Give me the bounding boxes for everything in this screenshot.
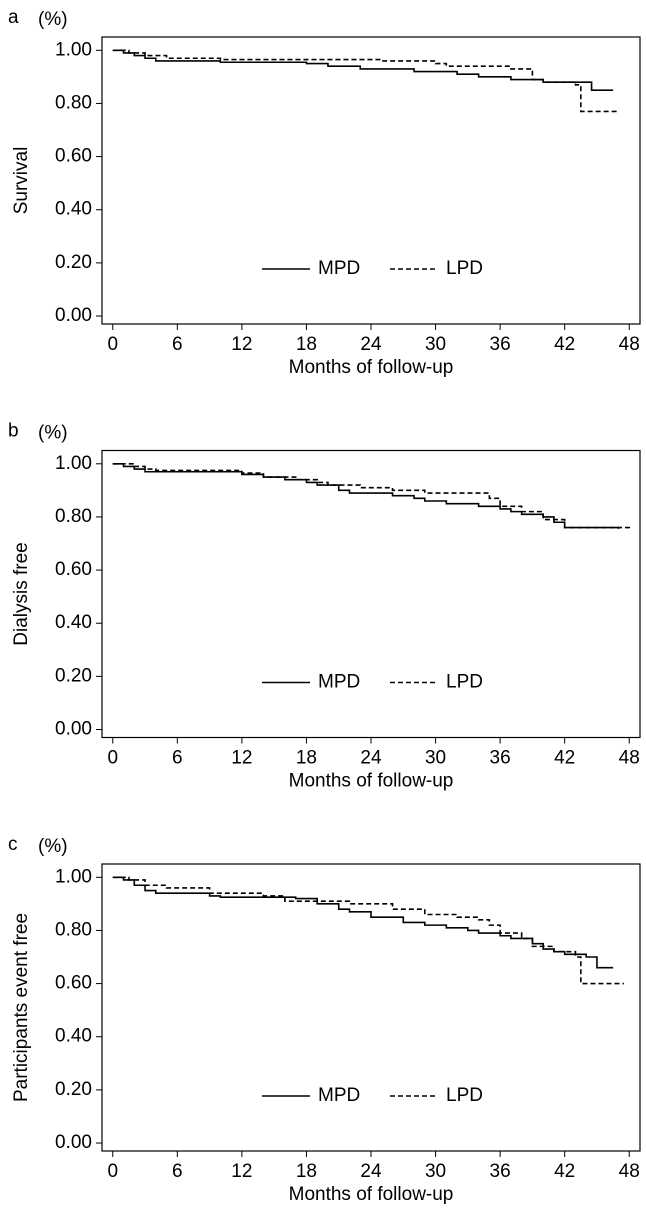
y-tick-label: 0.60 <box>55 559 92 580</box>
x-tick-label: 30 <box>425 748 446 769</box>
y-unit: (%) <box>38 836 68 857</box>
x-tick-label: 18 <box>296 334 317 355</box>
legend-label: MPD <box>318 672 360 693</box>
panel-label: b <box>8 421 19 442</box>
legend-label: LPD <box>446 1085 483 1106</box>
x-tick-label: 12 <box>231 334 252 355</box>
survival-curve <box>112 462 620 529</box>
y-tick-label: 0.40 <box>55 1026 92 1047</box>
x-tick-label: 48 <box>619 748 640 769</box>
x-tick-label: 42 <box>554 748 575 769</box>
x-tick-label: 0 <box>107 334 118 355</box>
x-tick-label: 30 <box>425 1161 446 1182</box>
legend-label: MPD <box>318 258 360 279</box>
y-axis-title: Dialysis free <box>11 542 32 645</box>
x-axis-title: Months of follow-up <box>289 771 454 792</box>
x-tick-label: 18 <box>296 1161 317 1182</box>
y-tick-label: 0.00 <box>55 305 92 326</box>
x-tick-label: 6 <box>172 748 183 769</box>
y-axis-title: Survival <box>11 147 32 215</box>
x-tick-label: 24 <box>360 748 382 769</box>
y-tick-label: 0.00 <box>55 1132 92 1153</box>
y-tick-label: 0.80 <box>55 92 92 113</box>
y-tick-label: 1.00 <box>55 866 92 887</box>
legend-label: MPD <box>318 1085 360 1106</box>
y-unit: (%) <box>38 9 68 30</box>
panel-label: a <box>8 7 19 28</box>
x-axis-title: Months of follow-up <box>289 1184 454 1205</box>
x-tick-label: 24 <box>360 334 382 355</box>
survival-curve <box>112 462 631 529</box>
y-tick-label: 0.60 <box>55 973 92 994</box>
survival-curve <box>112 876 614 969</box>
plot-frame <box>101 863 641 1152</box>
y-tick-label: 0.20 <box>55 665 92 686</box>
x-tick-label: 6 <box>172 1161 183 1182</box>
y-unit: (%) <box>38 423 68 444</box>
y-tick-label: 1.00 <box>55 453 92 474</box>
x-tick-label: 36 <box>490 1161 511 1182</box>
x-axis-title: Months of follow-up <box>289 357 454 378</box>
x-tick-label: 36 <box>490 334 511 355</box>
x-tick-label: 30 <box>425 334 446 355</box>
x-tick-label: 12 <box>231 748 252 769</box>
y-tick-label: 0.40 <box>55 199 92 220</box>
x-tick-label: 18 <box>296 748 317 769</box>
survival-curve <box>112 49 619 113</box>
legend-label: LPD <box>446 672 483 693</box>
y-tick-label: 0.20 <box>55 1079 92 1100</box>
x-tick-label: 6 <box>172 334 183 355</box>
y-tick-label: 0.40 <box>55 612 92 633</box>
y-tick-label: 0.60 <box>55 146 92 167</box>
y-tick-label: 0.20 <box>55 252 92 273</box>
legend-label: LPD <box>446 258 483 279</box>
survival-curve <box>112 49 614 91</box>
y-tick-label: 1.00 <box>55 39 92 60</box>
plot-frame <box>101 36 641 325</box>
x-tick-label: 36 <box>490 748 511 769</box>
x-tick-label: 42 <box>554 1161 575 1182</box>
x-tick-label: 12 <box>231 1161 252 1182</box>
x-tick-label: 48 <box>619 334 640 355</box>
panel-label: c <box>8 834 18 855</box>
y-tick-label: 0.00 <box>55 719 92 740</box>
x-tick-label: 0 <box>107 748 118 769</box>
x-tick-label: 0 <box>107 1161 118 1182</box>
y-axis-title: Participants event free <box>11 913 32 1102</box>
y-tick-label: 0.80 <box>55 919 92 940</box>
x-tick-label: 48 <box>619 1161 640 1182</box>
y-tick-label: 0.80 <box>55 506 92 527</box>
x-tick-label: 42 <box>554 334 575 355</box>
x-tick-label: 24 <box>360 1161 382 1182</box>
